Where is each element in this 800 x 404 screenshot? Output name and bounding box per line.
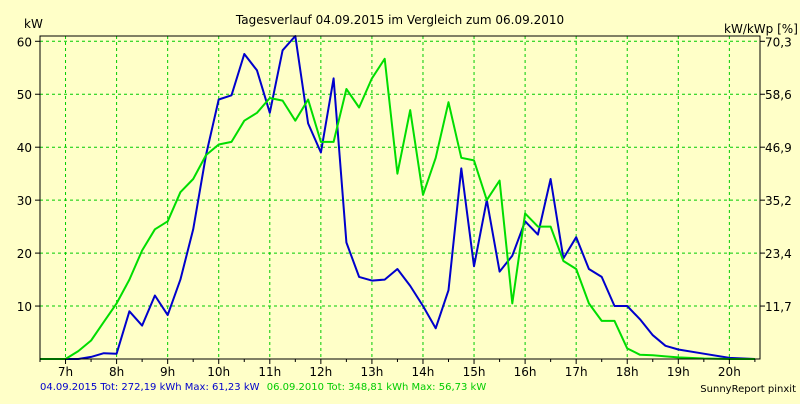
y-tick-label-right: 35,2 [765, 194, 792, 208]
footer-blue-stats: 04.09.2015 Tot: 272,19 kWh Max: 61,23 kW [40, 382, 260, 393]
tick-labels: 7h 8h 9h 10h 11h 12h 13h 14h 15h 16h 17h 18h 19h 20h 1… [17, 35, 792, 379]
y-axis-label-right: kW/kWp [%] [724, 22, 798, 36]
series-line-2 [40, 57, 755, 360]
series-lines [40, 35, 755, 360]
grid [40, 36, 760, 359]
x-tick-label: 20h [718, 365, 741, 379]
x-tick-label: 15h [463, 365, 486, 379]
x-tick-label: 7h [58, 365, 73, 379]
y-tick-label-left: 50 [17, 88, 32, 102]
footer-stats: 04.09.2015 Tot: 272,19 kWh Max: 61,23 kW… [40, 382, 490, 393]
plot-frame [35, 35, 765, 364]
x-tick-label: 8h [109, 365, 124, 379]
x-tick-label: 17h [565, 365, 588, 379]
x-tick-label: 9h [160, 365, 175, 379]
plot-area [40, 36, 760, 359]
y-tick-label-left: 60 [17, 35, 32, 49]
y-tick-label-right: 11,7 [765, 300, 792, 314]
x-tick-label: 14h [412, 365, 435, 379]
y-tick-label-left: 40 [17, 141, 32, 155]
y-tick-label-right: 58,6 [765, 88, 792, 102]
y-tick-label-right: 23,4 [765, 247, 792, 261]
chart-title: Tagesverlauf 04.09.2015 im Vergleich zum… [235, 13, 564, 27]
x-tick-label: 16h [514, 365, 537, 379]
plot-border [39, 35, 761, 360]
x-tick-label: 10h [207, 365, 230, 379]
brand-label: SunnyReport pinxit [700, 384, 796, 395]
x-tick-label: 19h [667, 365, 690, 379]
x-tick-label: 18h [616, 365, 639, 379]
series-line-1 [40, 35, 755, 360]
footer-green-stats: 06.09.2010 Tot: 348,81 kWh Max: 56,73 kW [266, 382, 487, 393]
y-tick-label-right: 70,3 [765, 35, 792, 49]
y-tick-label-right: 46,9 [765, 141, 792, 155]
y-tick-label-left: 20 [17, 247, 32, 261]
y-tick-label-left: 30 [17, 194, 32, 208]
x-tick-label: 13h [360, 365, 383, 379]
x-tick-label: 12h [309, 365, 332, 379]
y-tick-label-left: 10 [17, 300, 32, 314]
x-tick-label: 11h [258, 365, 281, 379]
y-axis-label-left: kW [24, 17, 43, 31]
